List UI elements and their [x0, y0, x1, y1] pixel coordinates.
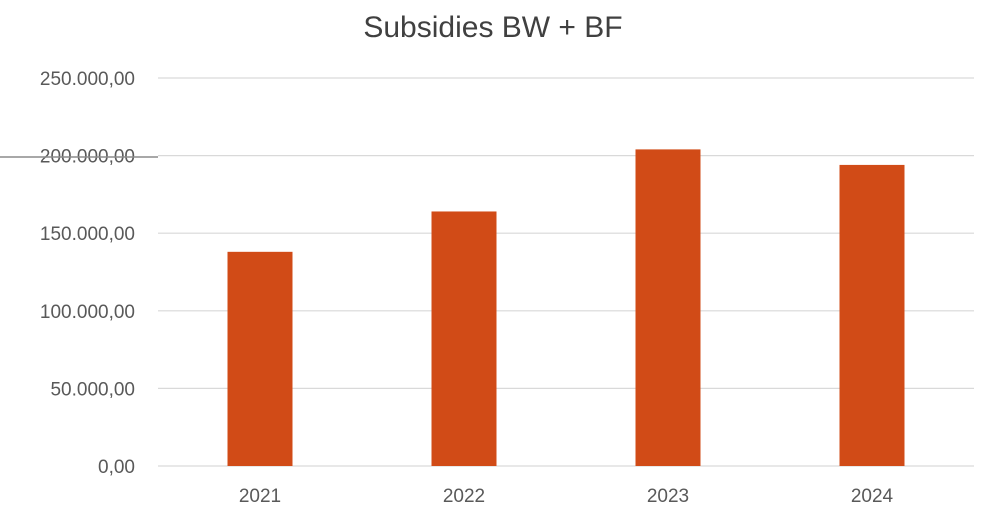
x-tick-label: 2023 [647, 486, 689, 507]
x-tick-label: 2024 [851, 486, 894, 507]
bar-2022 [431, 211, 497, 466]
y-tick-label: 150.000,00 [40, 224, 135, 245]
y-tick-label: 250.000,00 [40, 69, 135, 90]
gridlines [158, 77, 974, 467]
y-tick-label: 50.000,00 [50, 379, 135, 400]
y-axis-tick-labels: 0,0050.000,00100.000,00150.000,00200.000… [40, 69, 135, 478]
y-tick-label: 0,00 [98, 457, 135, 478]
chart-title: Subsidies BW + BF [363, 11, 623, 44]
x-tick-label: 2022 [443, 486, 485, 507]
bar-2021 [227, 251, 293, 466]
bar-2023 [635, 149, 701, 466]
y-tick-label: 100.000,00 [40, 302, 135, 323]
x-tick-label: 2021 [239, 486, 281, 507]
x-axis-tick-labels: 2021 2022 2023 2024 [239, 486, 894, 507]
bar-2024 [839, 164, 905, 467]
bars [227, 149, 905, 467]
